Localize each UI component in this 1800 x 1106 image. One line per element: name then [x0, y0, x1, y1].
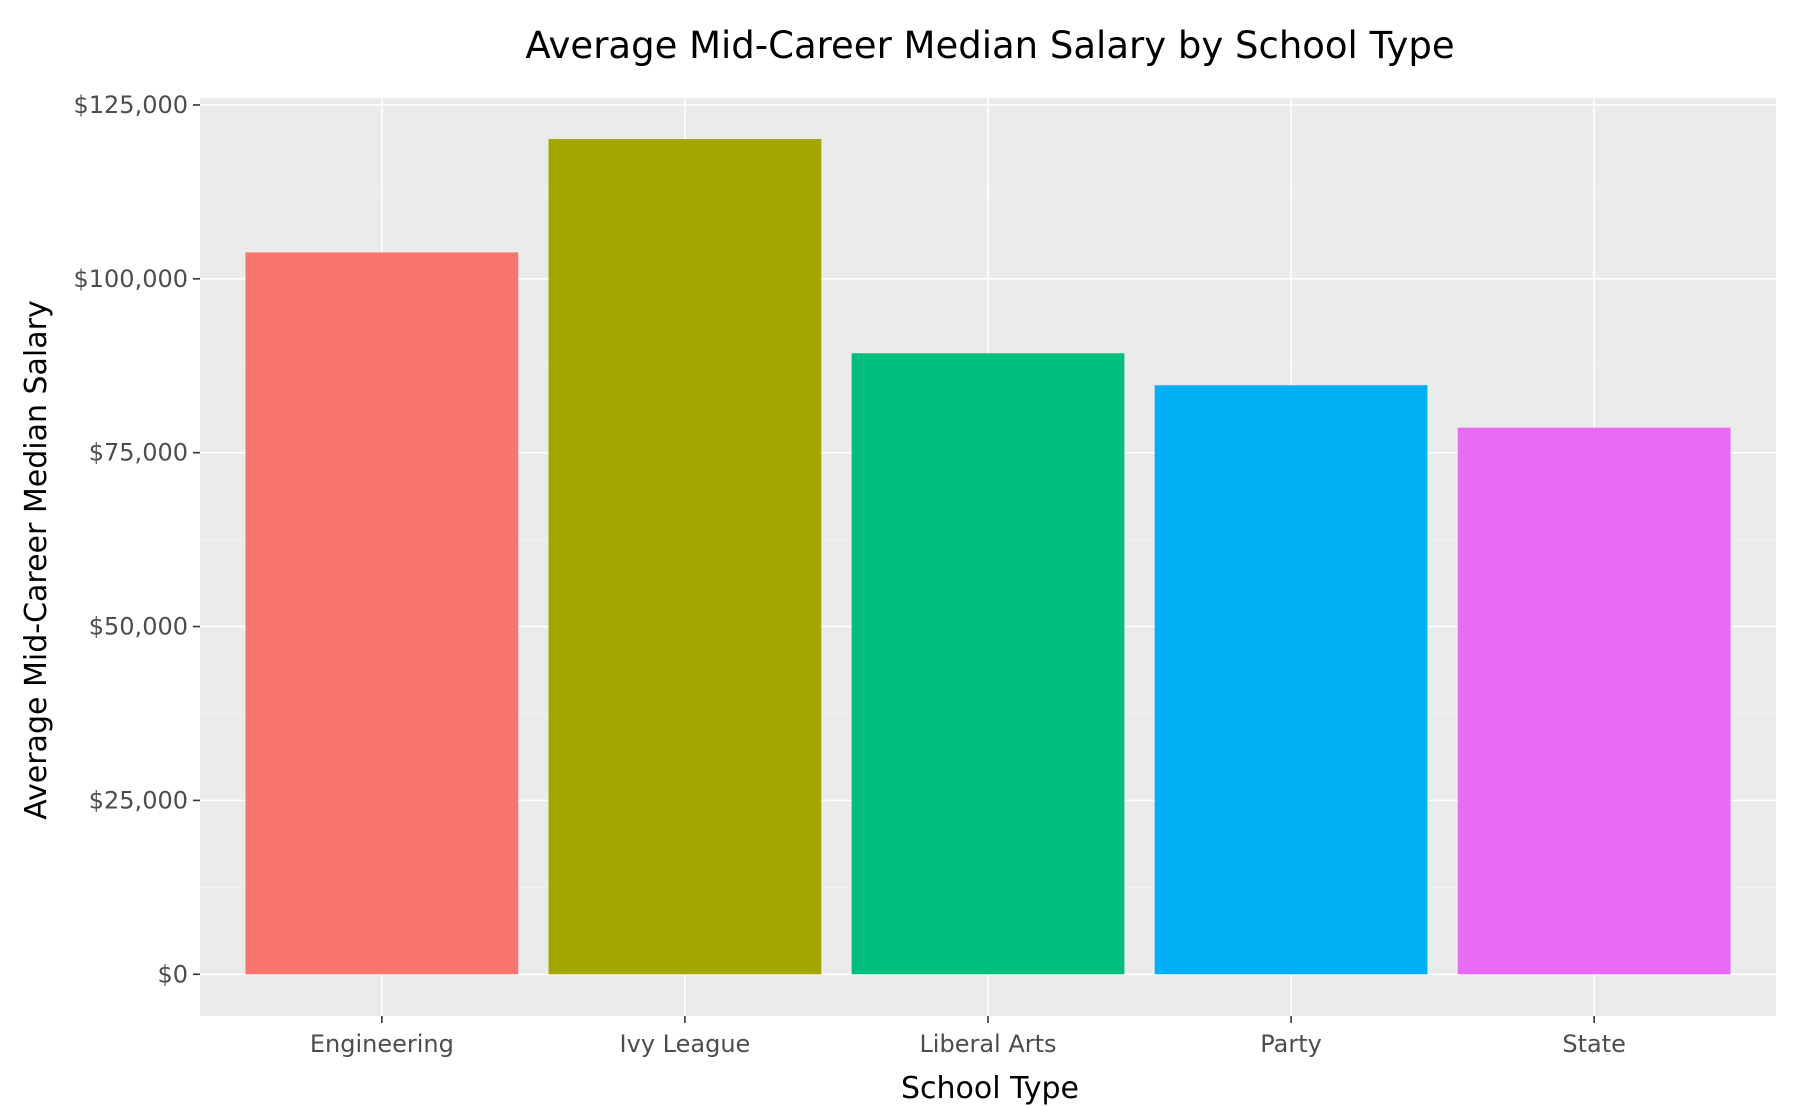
y-tick-label: $75,000: [89, 439, 188, 467]
y-tick-label: $50,000: [89, 613, 188, 641]
y-tick-label: $25,000: [89, 786, 188, 814]
x-tick-label: State: [1562, 1030, 1626, 1058]
chart-title: Average Mid-Career Median Salary by Scho…: [525, 24, 1454, 67]
bar-ivy-league: [548, 139, 822, 975]
bars: [245, 139, 1731, 975]
bar-engineering: [245, 252, 519, 975]
y-axis-title: Average Mid-Career Median Salary: [19, 300, 54, 820]
x-axis: Engineering Ivy League Liberal Arts Party St…: [310, 1016, 1626, 1058]
y-tick-label: $0: [157, 960, 188, 988]
x-tick-label: Engineering: [310, 1030, 454, 1058]
bar-party: [1154, 385, 1428, 975]
x-axis-title: School Type: [901, 1071, 1079, 1106]
x-tick-label: Liberal Arts: [919, 1030, 1056, 1058]
x-tick-label: Party: [1260, 1030, 1322, 1058]
bar-state: [1457, 427, 1731, 975]
y-tick-label: $125,000: [73, 91, 188, 119]
y-tick-label: $100,000: [73, 265, 188, 293]
bar-liberal-arts: [851, 353, 1125, 975]
y-axis: $0 $25,000 $50,000 $75,000 $100,000 $125,000: [73, 91, 200, 988]
x-tick-label: Ivy League: [620, 1030, 751, 1058]
